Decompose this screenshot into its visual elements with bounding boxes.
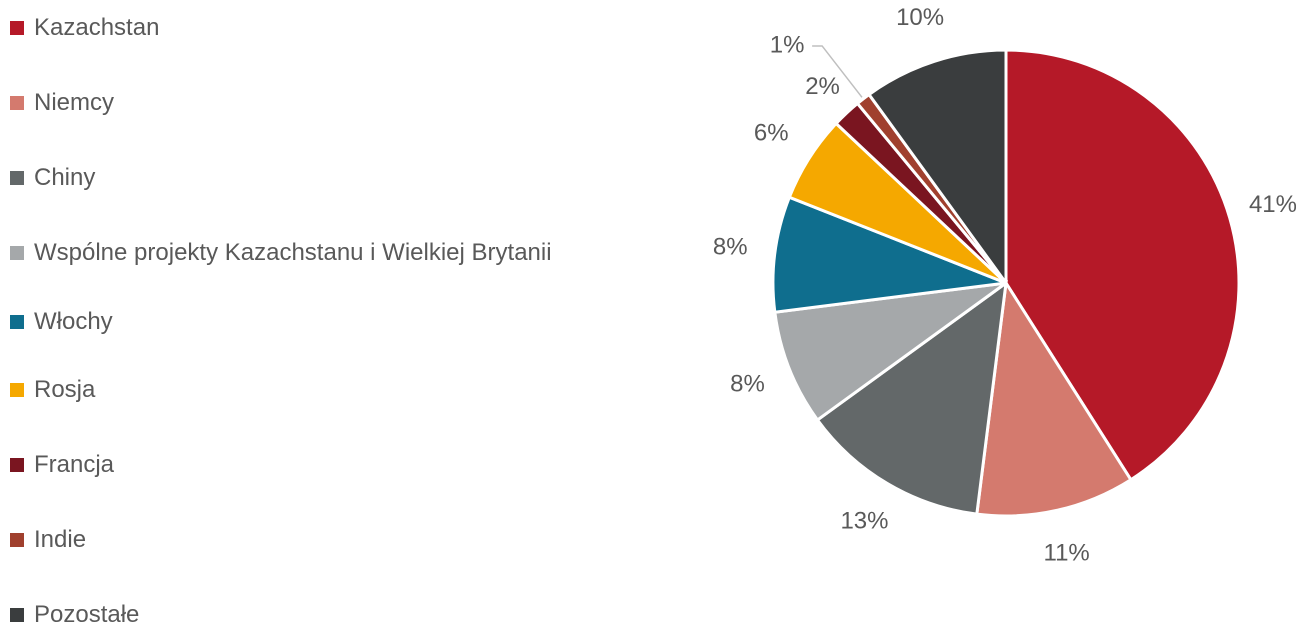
legend-swatch bbox=[10, 533, 24, 547]
data-label: 2% bbox=[805, 73, 840, 100]
legend-swatch bbox=[10, 458, 24, 472]
pie-slice bbox=[815, 279, 1008, 516]
legend-label: Francja bbox=[34, 451, 115, 478]
legend-swatch bbox=[10, 608, 24, 622]
pie-slice bbox=[773, 281, 1007, 423]
data-label: 6% bbox=[754, 119, 789, 146]
data-label: 13% bbox=[840, 508, 888, 535]
legend-label: Rosja bbox=[34, 376, 96, 403]
legend-item: Rosja bbox=[10, 371, 570, 409]
data-label: 41% bbox=[1249, 191, 1296, 218]
pie-slice bbox=[866, 48, 1008, 288]
leader-line bbox=[812, 45, 863, 98]
data-label: 11% bbox=[1044, 540, 1090, 567]
legend-item: Chiny bbox=[10, 159, 570, 197]
legend-item: Kazachstan bbox=[10, 9, 570, 47]
data-label: 8% bbox=[713, 234, 748, 261]
data-label: 1% bbox=[770, 31, 805, 58]
legend-label: Niemcy bbox=[34, 89, 115, 116]
legend-label: Chiny bbox=[34, 164, 96, 191]
pie-slice bbox=[771, 195, 1007, 314]
legend-item: Francja bbox=[10, 446, 570, 484]
legend-swatch bbox=[10, 96, 24, 110]
legend-label: Pozostałe bbox=[34, 601, 140, 628]
legend-swatch bbox=[10, 315, 24, 329]
legend-item: Pozostałe bbox=[10, 596, 570, 634]
legend-label: Włochy bbox=[34, 308, 113, 335]
legend-swatch bbox=[10, 246, 24, 260]
legend-swatch bbox=[10, 383, 24, 397]
legend-item: Wspólne projekty Kazachstanu i Wielkiej … bbox=[10, 234, 570, 272]
legend-item: Niemcy bbox=[10, 84, 570, 122]
legend-swatch bbox=[10, 21, 24, 35]
pie-slice bbox=[975, 278, 1133, 518]
legend-swatch bbox=[10, 171, 24, 185]
legend-label: Indie bbox=[34, 526, 87, 553]
data-label: 8% bbox=[730, 371, 765, 398]
legend-label: Kazachstan bbox=[34, 14, 160, 41]
data-label: 10% bbox=[896, 4, 944, 31]
legend-item: Indie bbox=[10, 521, 570, 559]
legend-item: Włochy bbox=[10, 303, 570, 341]
legend-label: Wspólne projekty Kazachstanu i Wielkiej … bbox=[34, 239, 552, 266]
